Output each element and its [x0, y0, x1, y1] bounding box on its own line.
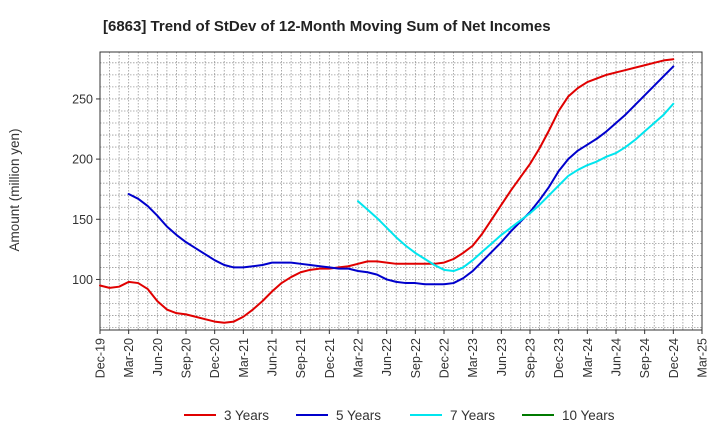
y-tick-label: 200 — [72, 153, 93, 167]
x-tick-label: Jun-21 — [266, 338, 280, 376]
x-tick-label: Dec-19 — [94, 338, 108, 378]
x-tick-label: Mar-21 — [237, 338, 251, 378]
x-tick-label: Dec-24 — [667, 338, 681, 378]
plot-frame — [99, 51, 703, 331]
y-tick-label: 250 — [72, 92, 93, 106]
x-tick-label: Sep-21 — [294, 338, 308, 378]
x-tick-label: Mar-24 — [581, 338, 595, 378]
x-tick-label: Jun-22 — [380, 338, 394, 376]
series-line-5-years — [127, 65, 675, 286]
x-tick-label: Dec-21 — [323, 338, 337, 378]
x-tick-label: Sep-24 — [638, 338, 652, 378]
series-line-3-years — [99, 58, 675, 324]
x-tick-label: Mar-25 — [696, 338, 710, 378]
x-tick-label: Jun-23 — [495, 338, 509, 376]
y-tick-label: 100 — [72, 273, 93, 287]
x-tick-label: Mar-23 — [466, 338, 480, 378]
x-tick-label: Mar-22 — [352, 338, 366, 378]
legend-label: 10 Years — [562, 408, 615, 423]
x-tick-label: Dec-23 — [552, 338, 566, 378]
legend-label: 3 Years — [224, 408, 269, 423]
y-tick-label: 150 — [72, 213, 93, 227]
chart-title: [6863] Trend of StDev of 12-Month Moving… — [103, 18, 551, 35]
series-line-7-years — [357, 102, 675, 273]
x-tick-label: Dec-22 — [438, 338, 452, 378]
x-tick-label: Sep-22 — [409, 338, 423, 378]
legend: 3 Years 5 Years 7 Years 10 Years — [184, 408, 615, 423]
x-tick-label: Jun-24 — [610, 338, 624, 376]
x-tick-label: Sep-23 — [524, 338, 538, 378]
x-tick-label: Jun-20 — [151, 338, 165, 376]
x-tick-label: Dec-20 — [208, 338, 222, 378]
plot-area: 100 150 200 250 Dec-19 Mar-20 Jun-20 Sep-20 Dec-… — [72, 51, 710, 378]
y-axis-title: Amount (million yen) — [7, 128, 22, 251]
x-tick-label: Sep-20 — [180, 338, 194, 378]
legend-label: 5 Years — [336, 408, 381, 423]
x-tick-label: Mar-20 — [122, 338, 136, 378]
legend-label: 7 Years — [450, 408, 495, 423]
